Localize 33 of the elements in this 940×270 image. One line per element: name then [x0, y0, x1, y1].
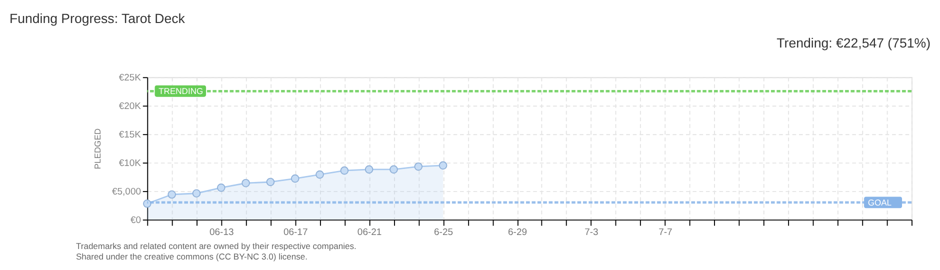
x-tick-label: 06-21	[357, 227, 382, 238]
y-tick-label: €20K	[118, 100, 142, 112]
point	[364, 165, 374, 174]
x-tick-label: 7-7	[658, 227, 672, 238]
point	[216, 184, 226, 192]
x-tick-label: 7-3	[584, 227, 598, 238]
y-axis-title: PLEDGED	[92, 128, 103, 170]
chart-title: Funding Progress: Tarot Deck	[9, 11, 186, 26]
point	[168, 190, 176, 199]
x-tick-label: 6-29	[508, 227, 527, 238]
y-tick-label: €15K	[118, 129, 142, 140]
y-tick-label: €25K	[118, 72, 142, 84]
point	[438, 161, 448, 170]
y-tick-label: €5,000	[112, 186, 141, 198]
ref-line-label: GOAL	[868, 197, 892, 208]
ref-line-label: TRENDING	[158, 86, 204, 96]
chart-subtitle: Trending: €22,547 (751%)	[776, 36, 931, 51]
point	[143, 199, 152, 208]
point	[242, 178, 250, 188]
text: Shared under the creative commons (CC BY-NC 3.0) license.	[76, 251, 308, 262]
point	[414, 162, 423, 171]
y-tick-label: €0	[130, 214, 141, 226]
point	[390, 165, 398, 174]
point	[316, 170, 324, 179]
text: Trademarks and related content are owned by their respective companies.	[76, 241, 356, 252]
y-tick-label: €10K	[118, 158, 142, 169]
point	[192, 189, 201, 198]
point	[266, 178, 275, 186]
point	[340, 166, 349, 175]
x-tick-label: 6-25	[434, 227, 454, 238]
x-tick-label: 06-13	[209, 227, 234, 238]
point	[290, 174, 300, 183]
x-tick-label: 06-17	[283, 227, 308, 238]
